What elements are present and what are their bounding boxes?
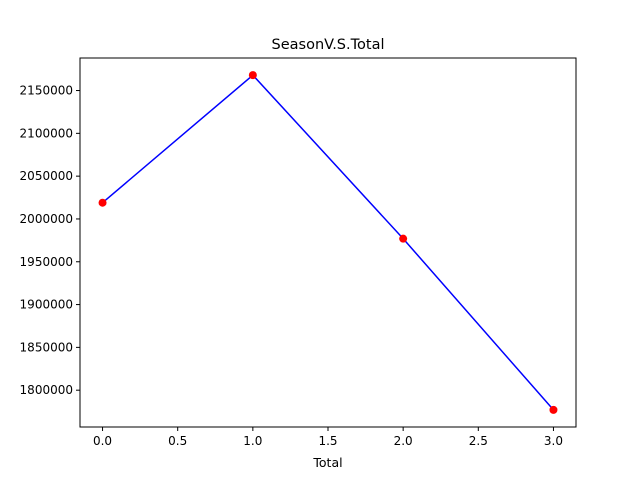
chart-title: SeasonV.S.Total	[272, 37, 385, 53]
y-tick-label: 2000000	[20, 212, 73, 226]
y-tick-label: 1950000	[20, 255, 73, 269]
series-layer	[98, 71, 558, 414]
data-point	[248, 71, 257, 80]
x-tick-label: 0.5	[168, 434, 187, 448]
x-tick-label: 3.0	[544, 434, 563, 448]
series-line	[102, 74, 555, 411]
y-tick-label: 2050000	[20, 169, 73, 183]
x-tick-label: 1.0	[243, 434, 262, 448]
x-axis-label: Total	[312, 455, 342, 470]
data-point	[98, 198, 107, 207]
x-tick-label: 0.0	[93, 434, 112, 448]
y-tick-label: 1800000	[20, 383, 73, 397]
y-tick-label: 1850000	[20, 340, 73, 354]
ticks-layer: 0.0 0.5 1.0 1.5 2.0 2.5 3.0 1800000 1850000 19000…	[20, 84, 563, 448]
y-tick-label: 2150000	[20, 84, 73, 98]
y-tick-label: 2100000	[20, 126, 73, 140]
data-point	[399, 234, 408, 243]
y-tick-label: 1900000	[20, 298, 73, 312]
x-tick-label: 1.5	[318, 434, 337, 448]
plot-frame	[79, 57, 577, 428]
data-point	[549, 405, 558, 414]
x-tick-label: 2.5	[469, 434, 488, 448]
x-tick-label: 2.0	[394, 434, 413, 448]
